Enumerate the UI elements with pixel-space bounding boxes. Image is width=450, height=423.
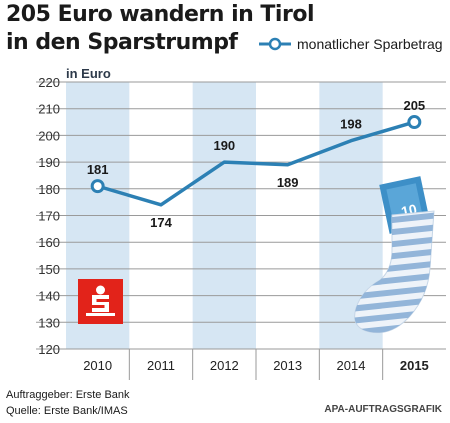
y-tick-label: 210 — [38, 102, 60, 117]
legend: monatlicher Sparbetrag — [259, 36, 443, 52]
data-label: 174 — [150, 215, 172, 230]
chart-title-line2: in den Sparstrumpf — [6, 30, 238, 55]
y-tick-label: 220 — [38, 75, 60, 90]
chart-title-line1: 205 Euro wandern in Tirol — [6, 2, 314, 27]
x-tick-label: 2014 — [337, 358, 366, 373]
footer-client: Auftraggeber: Erste Bank — [6, 389, 130, 401]
data-label: 205 — [403, 98, 425, 113]
series-line — [97, 120, 415, 207]
y-tick-label: 150 — [38, 262, 60, 277]
y-tick-label: 130 — [38, 315, 60, 330]
legend-label: monatlicher Sparbetrag — [297, 36, 443, 52]
x-tick-label: 2015 — [400, 358, 429, 373]
bank-logo — [78, 279, 123, 324]
y-tick-label: 170 — [38, 209, 60, 224]
graphic-credit: APA-AUFTRAGSGRAFIK — [324, 404, 442, 415]
x-tick-label: 2011 — [147, 358, 175, 373]
sock-stripe — [354, 283, 434, 301]
legend-marker-icon — [259, 37, 291, 51]
data-label: 198 — [340, 117, 362, 132]
footer-source: Quelle: Erste Bank/IMAS — [6, 405, 128, 417]
y-tick-label: 190 — [38, 155, 60, 170]
y-tick-label: 120 — [38, 342, 60, 357]
x-tick-label: 2012 — [210, 358, 239, 373]
data-point-marker — [90, 179, 105, 194]
y-tick-label: 160 — [38, 235, 60, 250]
data-label: 181 — [87, 162, 109, 177]
x-tick-label: 2013 — [273, 358, 302, 373]
data-label: 189 — [277, 175, 299, 190]
sparkasse-logo-icon — [86, 285, 115, 316]
x-tick-label: 2010 — [83, 358, 112, 373]
data-label: 190 — [213, 138, 235, 153]
y-tick-label: 180 — [38, 182, 60, 197]
y-axis-unit: in Euro — [66, 66, 111, 81]
y-tick-label: 200 — [38, 128, 60, 143]
y-tick-label: 140 — [38, 289, 60, 304]
data-point-marker — [407, 115, 422, 130]
